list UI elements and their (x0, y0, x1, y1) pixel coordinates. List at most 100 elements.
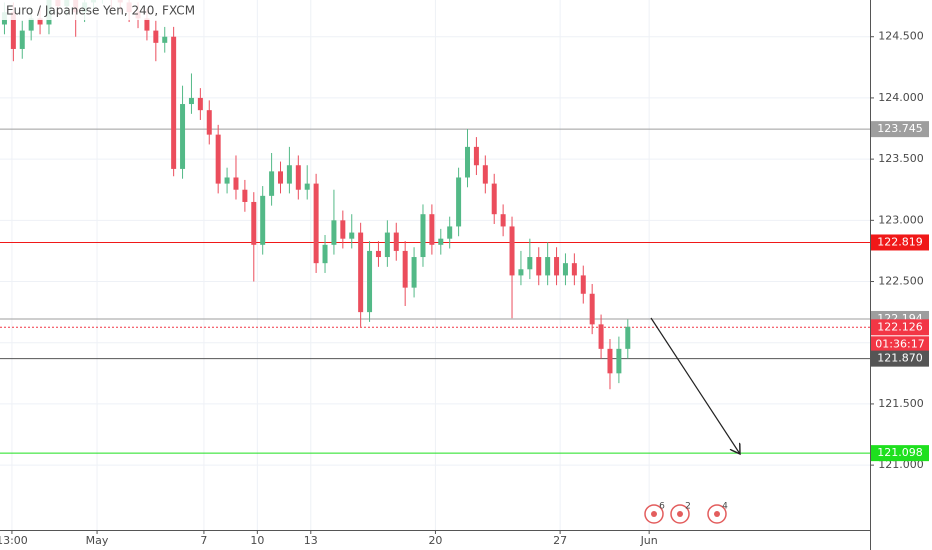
event-badge-count[interactable]: 2 (685, 502, 691, 512)
candle-body (313, 183, 319, 264)
candle-body (607, 348, 613, 374)
candle-body (491, 183, 497, 215)
y-tick-label: 124.000 (878, 91, 924, 104)
price-level-tag (871, 121, 929, 138)
candle-body (19, 30, 25, 49)
candle-body (286, 165, 292, 184)
candle-body (233, 177, 239, 190)
event-badge-dot[interactable] (651, 511, 657, 517)
candle-body (429, 214, 435, 245)
candle-body (358, 232, 364, 313)
candle-body (224, 177, 230, 184)
price-level-label: 121.870 (877, 352, 923, 365)
x-tick-label: 13 (304, 534, 318, 547)
trend-arrow (650, 317, 740, 454)
event-badge-dot[interactable] (714, 511, 720, 517)
y-tick-label: 123.000 (878, 213, 924, 226)
candle-body (171, 36, 177, 169)
candle-body (37, 18, 43, 25)
price-level-tag (871, 350, 929, 367)
candle-body (206, 110, 212, 135)
candle-body (304, 183, 310, 190)
candle-body (375, 250, 381, 258)
candle-body (447, 226, 453, 239)
candle-body (393, 232, 399, 251)
candle-body (322, 244, 328, 264)
candle-body (616, 348, 622, 374)
y-tick-label: 121.500 (878, 397, 924, 410)
y-tick-label: 124.500 (878, 30, 924, 43)
candle-body (367, 250, 373, 313)
countdown-label: 01:36:17 (875, 337, 924, 350)
candle-body (144, 18, 150, 31)
candle-body (215, 134, 221, 184)
candle-body (571, 263, 577, 276)
x-tick-label: May (86, 534, 109, 547)
candle-body (260, 195, 266, 245)
countdown-tag (871, 336, 929, 353)
y-tick-label: 121.000 (878, 458, 924, 471)
candle-body (197, 97, 203, 111)
grid (0, 0, 870, 530)
x-tick-label: Jun (640, 534, 658, 547)
candle-body (536, 257, 542, 276)
candle-body (331, 220, 337, 245)
price-level-tag (871, 234, 929, 251)
candle-body (527, 257, 533, 270)
candle-body (598, 324, 604, 349)
candle-body (438, 238, 444, 245)
candle-body (278, 171, 284, 184)
candle-body (456, 177, 462, 227)
candle-body (580, 275, 586, 294)
price-level-label: 123.745 (877, 122, 923, 135)
event-badges[interactable]: 6 2 4 (644, 502, 728, 524)
price-level-tag (871, 445, 929, 462)
candle-body (153, 30, 159, 43)
price-level-label: 122.126 (877, 320, 923, 333)
candle-body (562, 263, 568, 276)
axes: 121.000121.500122.000122.500123.000123.5… (0, 30, 929, 547)
y-tick-label: 123.500 (878, 152, 924, 165)
x-tick-label: 27 (553, 534, 567, 547)
candle-body (349, 232, 355, 239)
levels (0, 128, 870, 454)
price-level-tag (871, 319, 929, 336)
candle-body (545, 257, 551, 276)
candle-body (465, 146, 471, 178)
candle-body (420, 214, 426, 258)
event-badge-count[interactable]: 4 (722, 502, 728, 512)
price-level-label: 122.819 (877, 235, 923, 248)
candle-body (625, 326, 631, 349)
candle-body (518, 269, 524, 276)
candle-body (295, 165, 301, 190)
candle-body (242, 189, 248, 202)
candle-body (411, 257, 417, 288)
chart-title: Euro / Japanese Yen, 240, FXCM (6, 4, 195, 18)
title-bg (0, 0, 170, 20)
y-tick-label: 122.500 (878, 275, 924, 288)
candle-body (473, 146, 479, 166)
candle-body (28, 18, 34, 31)
x-tick-label: 20 (428, 534, 442, 547)
x-tick-label: 10 (250, 534, 264, 547)
candle-body (384, 232, 390, 258)
candle-body (180, 104, 186, 169)
candle-body (10, 12, 16, 49)
x-tick-label: 13:00 (0, 534, 28, 547)
candle-body (269, 171, 275, 196)
x-tick-label: 7 (200, 534, 207, 547)
candle-body (509, 226, 515, 276)
price-level-label: 121.098 (877, 446, 923, 459)
candle-body (482, 165, 488, 184)
candle-body (589, 293, 595, 325)
candle-body (340, 220, 346, 239)
candle-body (500, 214, 506, 227)
candle-body (251, 201, 257, 245)
event-badge-dot[interactable] (677, 511, 683, 517)
candle-body (402, 250, 408, 288)
candle-body (554, 257, 560, 276)
event-badge-count[interactable]: 6 (659, 502, 665, 512)
candle-body (162, 36, 168, 43)
